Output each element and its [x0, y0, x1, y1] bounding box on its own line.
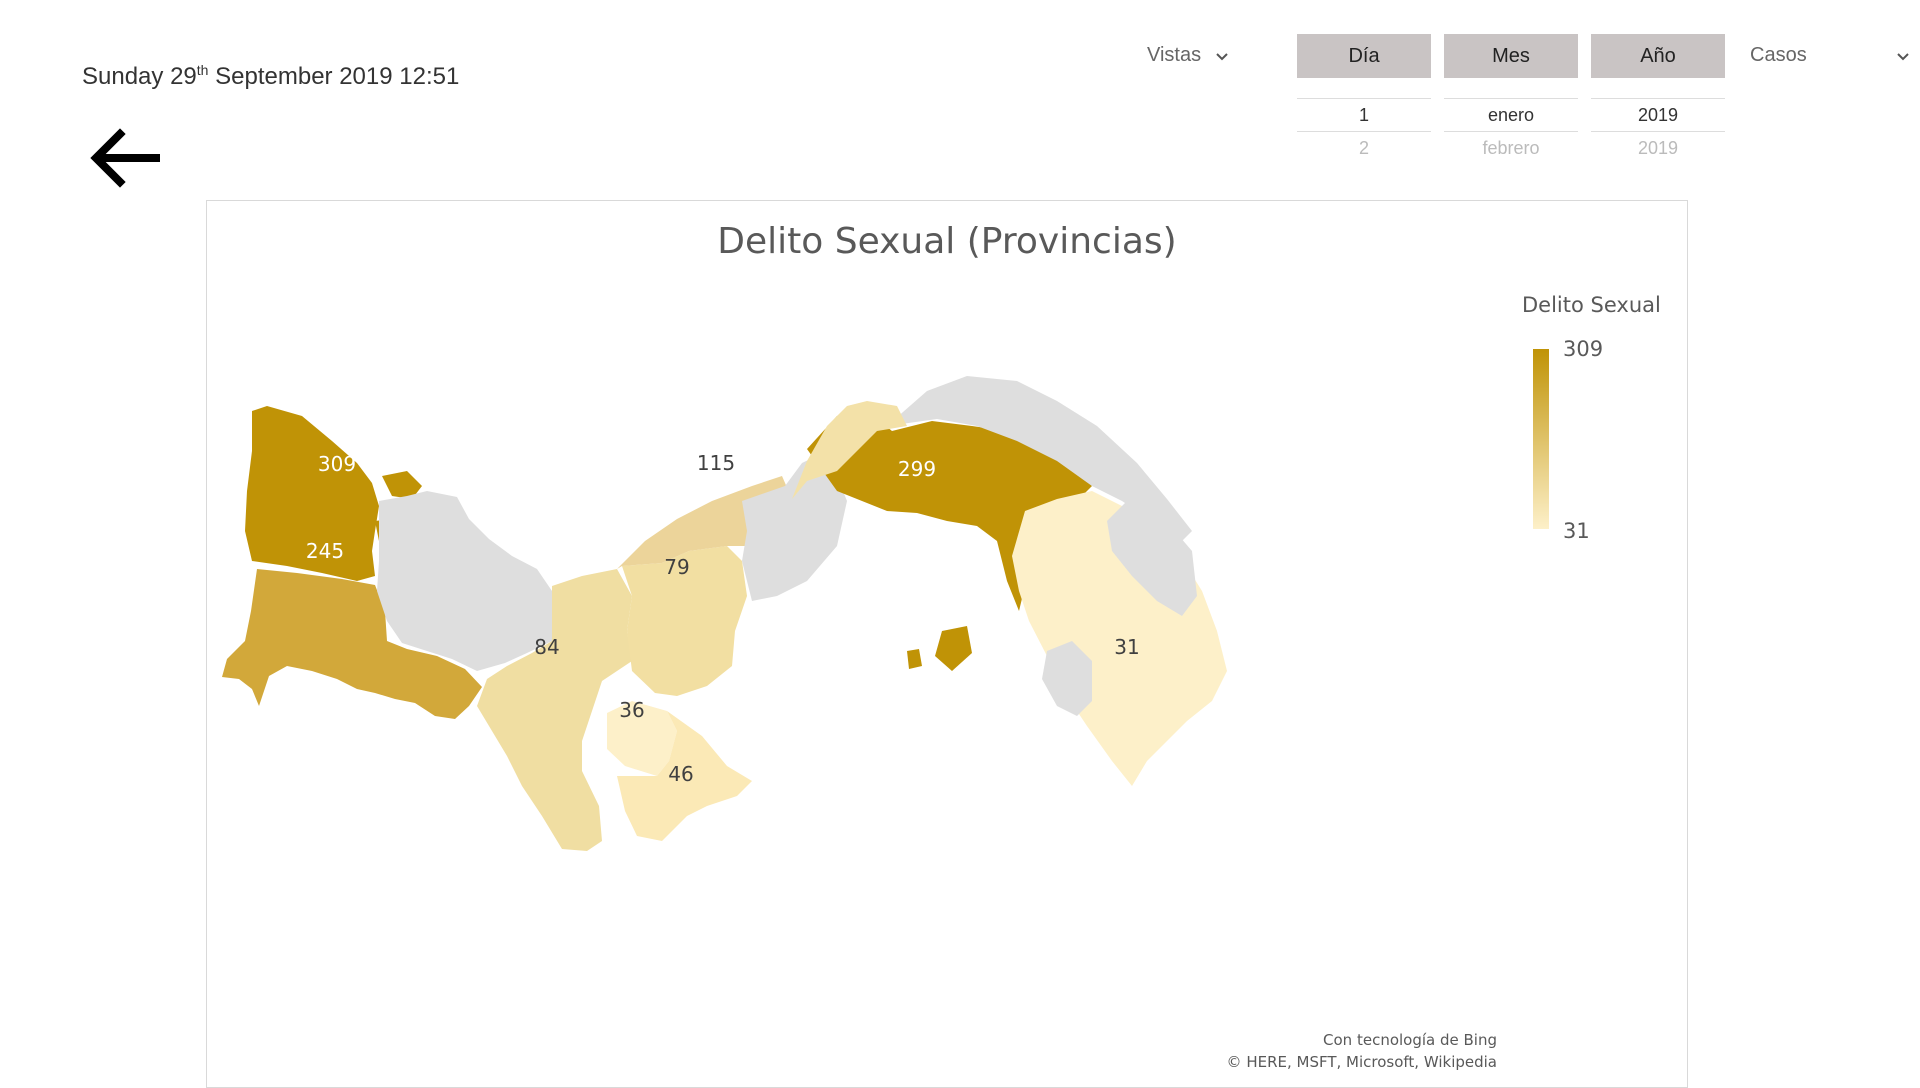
legend-max: 309 [1563, 337, 1604, 361]
map-credit-bing: Con tecnología de Bing [1323, 1031, 1497, 1049]
day-suffix: th [196, 62, 209, 78]
month-header-button[interactable]: Mes [1444, 34, 1578, 78]
region-value-label: 46 [668, 762, 693, 786]
region-colon-east [792, 401, 907, 499]
map-canvas: 309 245 115 299 79 84 36 46 31 [222, 376, 1227, 851]
region-value-label: 84 [534, 635, 559, 659]
month-picker[interactable]: Mes enero febrero [1444, 34, 1578, 161]
month-option-selected[interactable]: enero [1444, 99, 1578, 132]
region-299-islands [907, 626, 972, 671]
legend-gradient [1533, 349, 1549, 529]
day: 29 [170, 63, 197, 90]
day-option-selected[interactable]: 1 [1297, 99, 1431, 132]
region-36[interactable] [607, 701, 677, 776]
region-84[interactable] [477, 569, 632, 851]
region-ngabe-bugle [377, 491, 557, 671]
day-header-button[interactable]: Día [1297, 34, 1431, 78]
year-list[interactable]: 2019 2019 [1591, 98, 1725, 161]
chevron-down-icon [1897, 52, 1909, 60]
chevron-down-icon [1216, 52, 1228, 60]
time: 12:51 [399, 63, 460, 90]
region-value-label: 79 [664, 555, 689, 579]
region-value-label: 309 [318, 452, 356, 476]
year-option-selected[interactable]: 2019 [1591, 99, 1725, 132]
region-value-label: 36 [619, 698, 644, 722]
month-list[interactable]: enero febrero [1444, 98, 1578, 161]
day-picker[interactable]: Día 1 2 [1297, 34, 1431, 161]
legend-title: Delito Sexual [1522, 293, 1661, 317]
map-credit-sources: © HERE, MSFT, Microsoft, Wikipedia [1226, 1053, 1497, 1071]
year-header-button[interactable]: Año [1591, 34, 1725, 78]
legend-min: 31 [1563, 519, 1590, 543]
day-list[interactable]: 1 2 [1297, 98, 1431, 161]
region-guna-yala [887, 376, 1192, 546]
region-embera-2 [1042, 641, 1092, 716]
vistas-label: Vistas [1147, 44, 1202, 66]
region-value-label: 115 [697, 451, 735, 475]
region-value-label: 245 [306, 539, 344, 563]
weekday: Sunday [82, 63, 164, 90]
map-chart: Delito Sexual (Provincias) 30 [206, 200, 1688, 1088]
region-245[interactable] [222, 569, 482, 719]
region-309[interactable] [245, 406, 379, 581]
month-option-next[interactable]: febrero [1444, 132, 1578, 161]
region-46[interactable] [617, 711, 752, 841]
year-option-next[interactable]: 2019 [1591, 132, 1725, 161]
current-datetime: Sunday 29th September 2019 12:51 [82, 62, 459, 91]
chart-title: Delito Sexual (Provincias) [717, 221, 1177, 262]
vistas-dropdown[interactable]: Vistas [1147, 44, 1229, 67]
arrow-left-icon[interactable] [86, 118, 166, 198]
month-year: September 2019 [215, 63, 393, 90]
casos-dropdown[interactable]: Casos [1750, 44, 1910, 67]
day-option-next[interactable]: 2 [1297, 132, 1431, 161]
region-79[interactable] [622, 546, 747, 696]
casos-label: Casos [1750, 44, 1807, 66]
region-value-label: 299 [898, 457, 936, 481]
year-picker[interactable]: Año 2019 2019 [1591, 34, 1725, 161]
region-value-label: 31 [1114, 635, 1139, 659]
region-embera-1 [1107, 496, 1197, 616]
region-panama-oeste [742, 451, 847, 601]
